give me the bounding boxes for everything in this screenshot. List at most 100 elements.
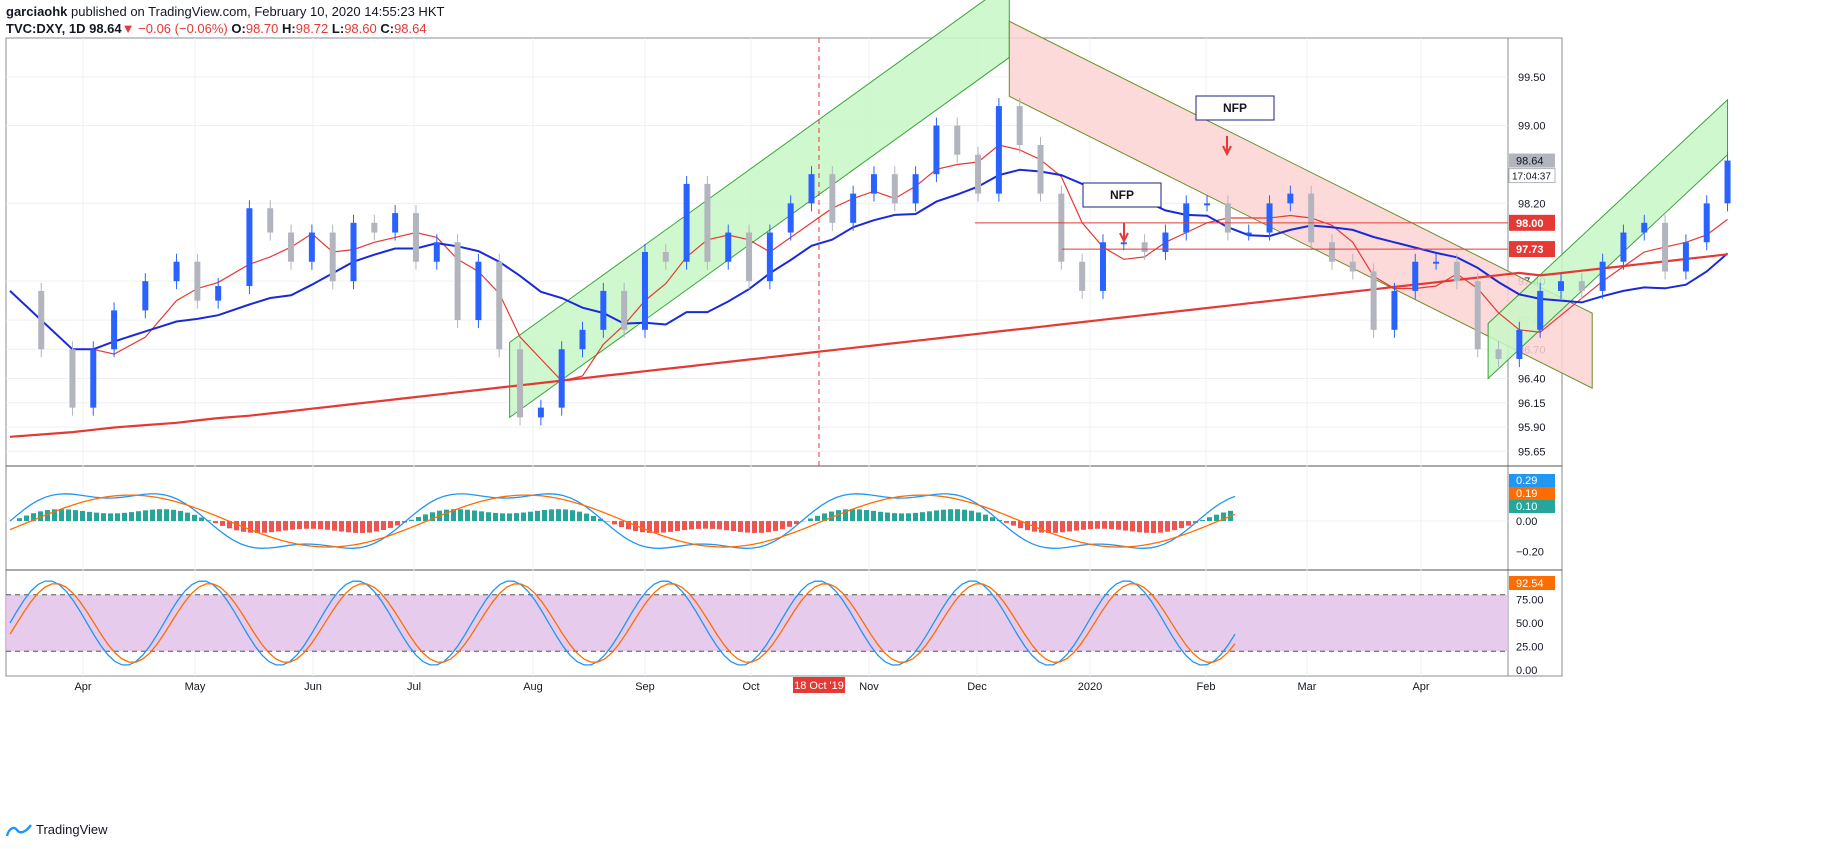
macd-histogram-bar bbox=[17, 518, 22, 522]
x-tick-label: Oct bbox=[742, 681, 759, 693]
low-label: L: bbox=[331, 21, 345, 36]
macd-histogram-bar bbox=[654, 521, 659, 533]
macd-histogram-bar bbox=[409, 519, 414, 522]
candle-body bbox=[433, 242, 440, 262]
level-tag-label: 98.00 bbox=[1516, 218, 1544, 230]
down-arrow-icon bbox=[1119, 223, 1129, 244]
price-tick-label: 95.90 bbox=[1518, 422, 1546, 434]
macd-histogram-bar bbox=[696, 521, 701, 529]
close-value: 98.64 bbox=[394, 21, 427, 36]
macd-histogram-bar bbox=[31, 513, 36, 522]
candle-body bbox=[870, 174, 877, 194]
candle-body bbox=[1266, 203, 1273, 233]
date-marker-tag bbox=[793, 677, 845, 693]
macd-histogram-bar bbox=[94, 512, 99, 522]
macd-histogram-bar bbox=[1207, 517, 1212, 522]
macd-histogram-bar bbox=[1025, 521, 1030, 531]
stochastic-d-line bbox=[9, 583, 1236, 663]
candle-body bbox=[475, 261, 482, 321]
macd-histogram-bar bbox=[374, 521, 379, 532]
macd-histogram-bar bbox=[906, 513, 911, 522]
symbol-label[interactable]: TVC:DXY, 1D bbox=[6, 21, 86, 36]
macd-histogram-bar bbox=[766, 521, 771, 533]
candle-body bbox=[1016, 106, 1023, 145]
date-marker-label: 18 Oct '19 bbox=[794, 680, 844, 692]
candle-body bbox=[641, 252, 648, 330]
publisher-name[interactable]: garciaohk bbox=[6, 4, 68, 19]
candle-body bbox=[1703, 203, 1710, 243]
macd-histogram-bar bbox=[598, 518, 603, 522]
candle-body bbox=[412, 213, 419, 262]
candle-body bbox=[1682, 242, 1689, 272]
tradingview-logo-icon bbox=[6, 823, 32, 836]
macd-histogram-bar bbox=[1172, 521, 1177, 531]
macd-histogram-bar bbox=[1088, 521, 1093, 530]
macd-histogram-bar bbox=[444, 509, 449, 522]
open-value: 98.70 bbox=[245, 21, 279, 36]
price-change: −0.06 (−0.06%) bbox=[138, 21, 228, 36]
macd-histogram-bar bbox=[45, 510, 50, 522]
macd-histogram-bar bbox=[759, 521, 764, 533]
macd-histogram-bar bbox=[507, 513, 512, 522]
x-tick-label: Jun bbox=[304, 681, 322, 693]
macd-histogram-bar bbox=[780, 521, 785, 530]
macd-histogram-bar bbox=[423, 514, 428, 522]
macd-tick-label: 0.00 bbox=[1516, 516, 1537, 528]
tradingview-brand[interactable]: TradingView bbox=[36, 822, 108, 837]
slow-ma-line bbox=[9, 253, 1728, 438]
macd-histogram-bar bbox=[724, 521, 729, 531]
macd-histogram-bar bbox=[339, 521, 344, 532]
candle-body bbox=[1037, 145, 1044, 194]
macd-histogram-bar bbox=[290, 521, 295, 530]
macd-histogram-bar bbox=[514, 513, 519, 522]
x-tick-label: Dec bbox=[967, 681, 987, 693]
nfp-callout-label: NFP bbox=[1110, 188, 1134, 202]
macd-histogram-bar bbox=[416, 516, 421, 522]
close-label: C: bbox=[380, 21, 395, 36]
candle-body bbox=[1724, 160, 1731, 204]
macd-histogram-bar bbox=[122, 512, 127, 522]
macd-histogram-bar bbox=[430, 512, 435, 522]
macd-histogram-bar bbox=[626, 521, 631, 530]
candle-body bbox=[766, 232, 773, 282]
macd-histogram-bar bbox=[1116, 521, 1121, 530]
stochastic-tick-label: 50.00 bbox=[1516, 618, 1544, 630]
high-value: 98.72 bbox=[295, 21, 329, 36]
macd-histogram-bar bbox=[521, 512, 526, 522]
candle-body bbox=[787, 203, 794, 233]
price-tick-label: 96.40 bbox=[1518, 373, 1546, 385]
macd-histogram-bar bbox=[486, 512, 491, 522]
macd-histogram-bar bbox=[388, 521, 393, 528]
macd-histogram-bar bbox=[605, 521, 610, 522]
macd-histogram-bar bbox=[1095, 521, 1100, 529]
macd-histogram-bar bbox=[535, 510, 540, 522]
macd-histogram-bar bbox=[157, 509, 162, 522]
x-tick-label: Apr bbox=[74, 681, 91, 693]
macd-histogram-bar bbox=[1011, 521, 1016, 526]
candle-body bbox=[1578, 281, 1585, 291]
stochastic-tick-label: 0.00 bbox=[1516, 665, 1537, 677]
macd-histogram-bar bbox=[941, 509, 946, 522]
candle-body bbox=[371, 222, 378, 233]
candle-body bbox=[537, 407, 544, 418]
macd-histogram-bar bbox=[1074, 521, 1079, 531]
macd-histogram-bar bbox=[1214, 514, 1219, 522]
macd-histogram-bar bbox=[395, 521, 400, 526]
macd-histogram-bar bbox=[185, 512, 190, 522]
macd-histogram-bar bbox=[1130, 521, 1135, 532]
macd-histogram-bar bbox=[913, 512, 918, 522]
candle-body bbox=[1453, 261, 1460, 282]
level-tag bbox=[1509, 241, 1555, 258]
countdown-tag bbox=[1508, 168, 1556, 184]
candle-body bbox=[173, 261, 180, 282]
macd-histogram-bar bbox=[458, 509, 463, 522]
macd-histogram-bar bbox=[136, 511, 141, 522]
candle-body bbox=[90, 349, 97, 408]
macd-histogram-bar bbox=[500, 513, 505, 522]
macd-histogram-bar bbox=[1186, 521, 1191, 526]
high-label: H: bbox=[282, 21, 296, 36]
last-price-tag bbox=[1509, 153, 1555, 168]
tradingview-footer: TradingView bbox=[6, 822, 108, 837]
macd-histogram-bar bbox=[178, 510, 183, 522]
